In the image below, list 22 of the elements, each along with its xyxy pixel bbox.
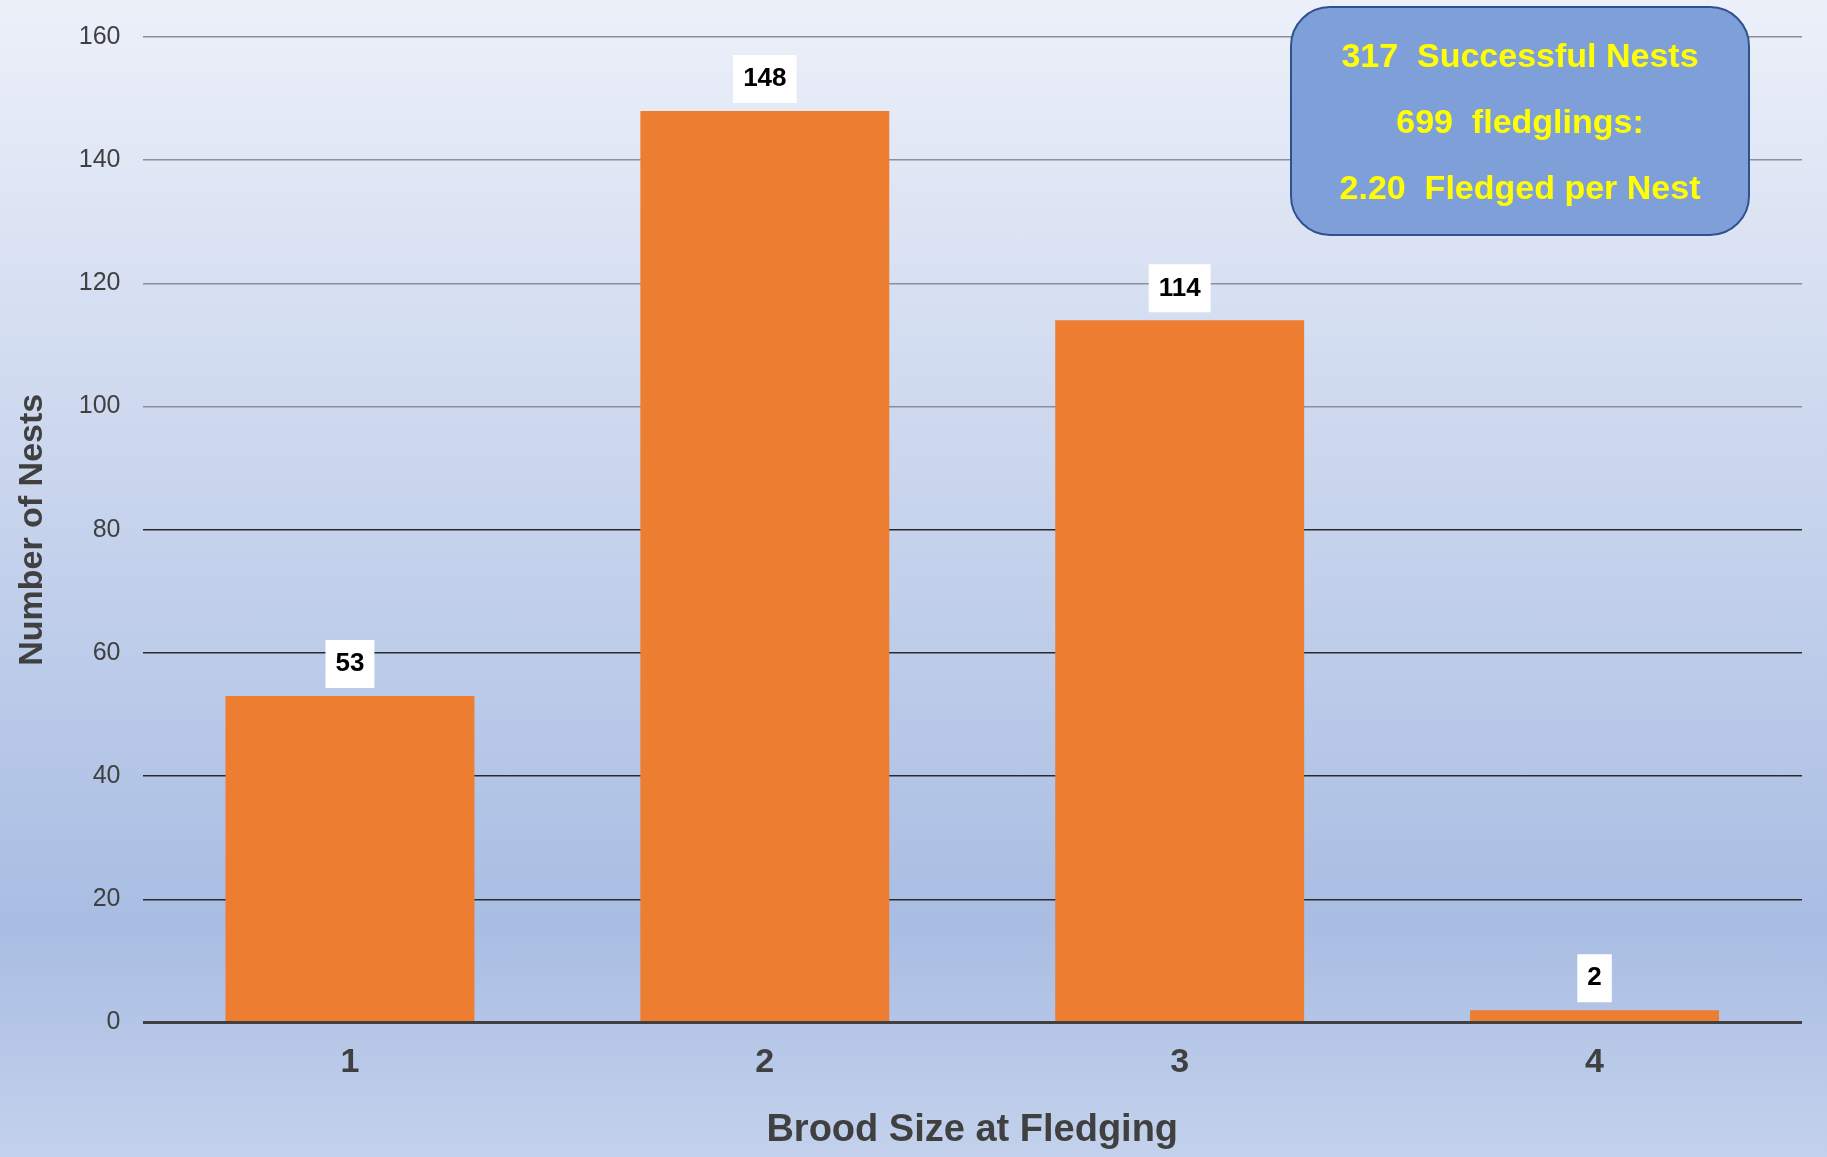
x-tick-label: 2 (755, 1041, 775, 1080)
x-tick-label: 3 (1170, 1041, 1190, 1080)
data-label: 114 (1158, 271, 1202, 302)
y-tick-label: 0 (106, 1006, 121, 1035)
annotation: 317 Successful Nests (1341, 35, 1699, 75)
y-tick-label: 40 (92, 760, 121, 789)
annotation: 699 fledglings: (1396, 101, 1644, 141)
data-label: 148 (743, 62, 787, 93)
data-label: 2 (1587, 961, 1602, 992)
y-axis-title: Number of Nests (10, 393, 49, 666)
y-tick-label: 80 (92, 513, 121, 542)
x-tick-label: 4 (1585, 1041, 1605, 1080)
annotation: 2.20 Fledged per Nest (1339, 167, 1701, 207)
x-tick-label: 1 (340, 1041, 360, 1080)
data-label: 53 (335, 647, 365, 678)
y-tick-label: 160 (78, 20, 121, 49)
y-tick-label: 60 (92, 636, 121, 665)
y-tick-label: 140 (78, 144, 121, 173)
y-tick-label: 100 (78, 390, 121, 419)
y-tick-label: 120 (78, 267, 121, 296)
y-tick-label: 20 (92, 883, 121, 912)
x-axis-title: Brood Size at Fledging (766, 1106, 1179, 1149)
